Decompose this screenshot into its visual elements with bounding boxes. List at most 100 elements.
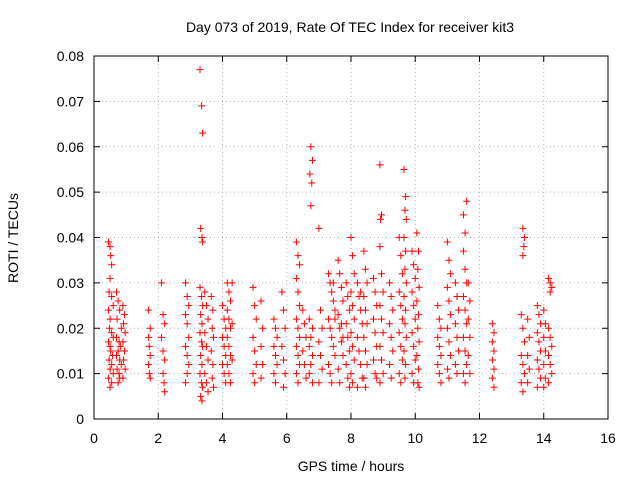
- data-point: [336, 324, 344, 332]
- data-point: [185, 333, 193, 341]
- data-point: [520, 234, 528, 241]
- data-point: [228, 279, 236, 287]
- data-point: [106, 274, 114, 282]
- data-point: [308, 351, 316, 359]
- data-point: [411, 356, 419, 364]
- data-point: [400, 292, 408, 300]
- data-point: [106, 243, 114, 251]
- data-point: [198, 292, 206, 300]
- data-point: [463, 197, 471, 205]
- data-point: [210, 333, 218, 341]
- data-point: [197, 351, 205, 359]
- data-point: [337, 338, 345, 346]
- data-point: [350, 315, 358, 323]
- data-point: [414, 324, 422, 332]
- data-point: [113, 315, 121, 323]
- data-point: [355, 347, 363, 355]
- x-tick-label: 10: [407, 430, 423, 446]
- data-point: [326, 324, 334, 332]
- data-point: [342, 361, 350, 369]
- data-point: [249, 333, 257, 341]
- data-point: [360, 374, 368, 382]
- data-point: [104, 306, 112, 314]
- data-point: [548, 342, 556, 350]
- data-point: [415, 383, 423, 391]
- data-point: [546, 333, 554, 341]
- data-point: [414, 365, 422, 373]
- data-point: [315, 224, 323, 232]
- data-points: [104, 66, 556, 405]
- data-point: [447, 270, 455, 278]
- data-point: [349, 302, 357, 310]
- data-point: [249, 370, 257, 378]
- data-point: [198, 361, 206, 369]
- data-point: [294, 324, 302, 332]
- data-point: [413, 351, 421, 359]
- data-point: [490, 365, 498, 373]
- data-point: [517, 311, 525, 319]
- data-point: [398, 315, 406, 323]
- data-point: [464, 351, 472, 359]
- data-point: [525, 333, 533, 341]
- data-point: [408, 288, 416, 296]
- data-point: [161, 388, 169, 396]
- data-point: [210, 383, 218, 391]
- data-point: [437, 379, 445, 387]
- data-point: [402, 193, 410, 201]
- data-point: [378, 270, 386, 278]
- data-point: [331, 315, 339, 323]
- data-point: [202, 302, 210, 310]
- x-tick-label: 4: [219, 430, 227, 446]
- data-point: [415, 338, 423, 346]
- data-point: [202, 342, 210, 350]
- data-point: [347, 329, 355, 337]
- x-tick-label: 14: [536, 430, 552, 446]
- data-point: [259, 361, 267, 369]
- data-point: [344, 374, 352, 382]
- data-point: [461, 229, 469, 237]
- data-point: [435, 315, 443, 323]
- data-point: [204, 356, 212, 364]
- data-point: [145, 361, 153, 369]
- data-point: [345, 383, 353, 391]
- data-point: [376, 379, 384, 387]
- x-axis-label: GPS time / hours: [298, 458, 405, 474]
- data-point: [402, 333, 410, 341]
- data-point: [453, 333, 461, 341]
- data-point: [272, 324, 280, 332]
- data-point: [371, 288, 379, 296]
- data-point: [345, 306, 353, 314]
- data-point: [517, 379, 525, 387]
- y-tick-labels: 0 0.01 0.02 0.03 0.04 0.05 0.06 0.07 0.08: [57, 48, 84, 427]
- data-point: [225, 315, 233, 323]
- data-point: [548, 370, 556, 378]
- data-point: [376, 342, 384, 350]
- data-point: [109, 302, 117, 310]
- data-point: [104, 374, 112, 382]
- data-point: [207, 292, 215, 300]
- data-point: [342, 279, 350, 287]
- data-point: [209, 306, 217, 314]
- data-point: [219, 302, 226, 310]
- data-point: [401, 320, 409, 328]
- data-point: [361, 306, 369, 314]
- data-point: [331, 351, 339, 359]
- data-point: [540, 333, 548, 341]
- data-point: [307, 143, 315, 151]
- data-point: [325, 361, 333, 369]
- data-point: [353, 279, 361, 287]
- data-point: [519, 252, 527, 260]
- data-point: [347, 288, 355, 296]
- data-point: [401, 206, 409, 214]
- data-point: [387, 374, 395, 382]
- data-point: [519, 388, 527, 396]
- data-point: [408, 329, 416, 337]
- data-point: [272, 379, 280, 387]
- y-tick-label: 0.01: [57, 366, 84, 382]
- data-point: [146, 351, 154, 359]
- data-point: [199, 238, 207, 246]
- data-point: [292, 238, 300, 246]
- data-point: [395, 370, 403, 378]
- data-point: [371, 329, 379, 337]
